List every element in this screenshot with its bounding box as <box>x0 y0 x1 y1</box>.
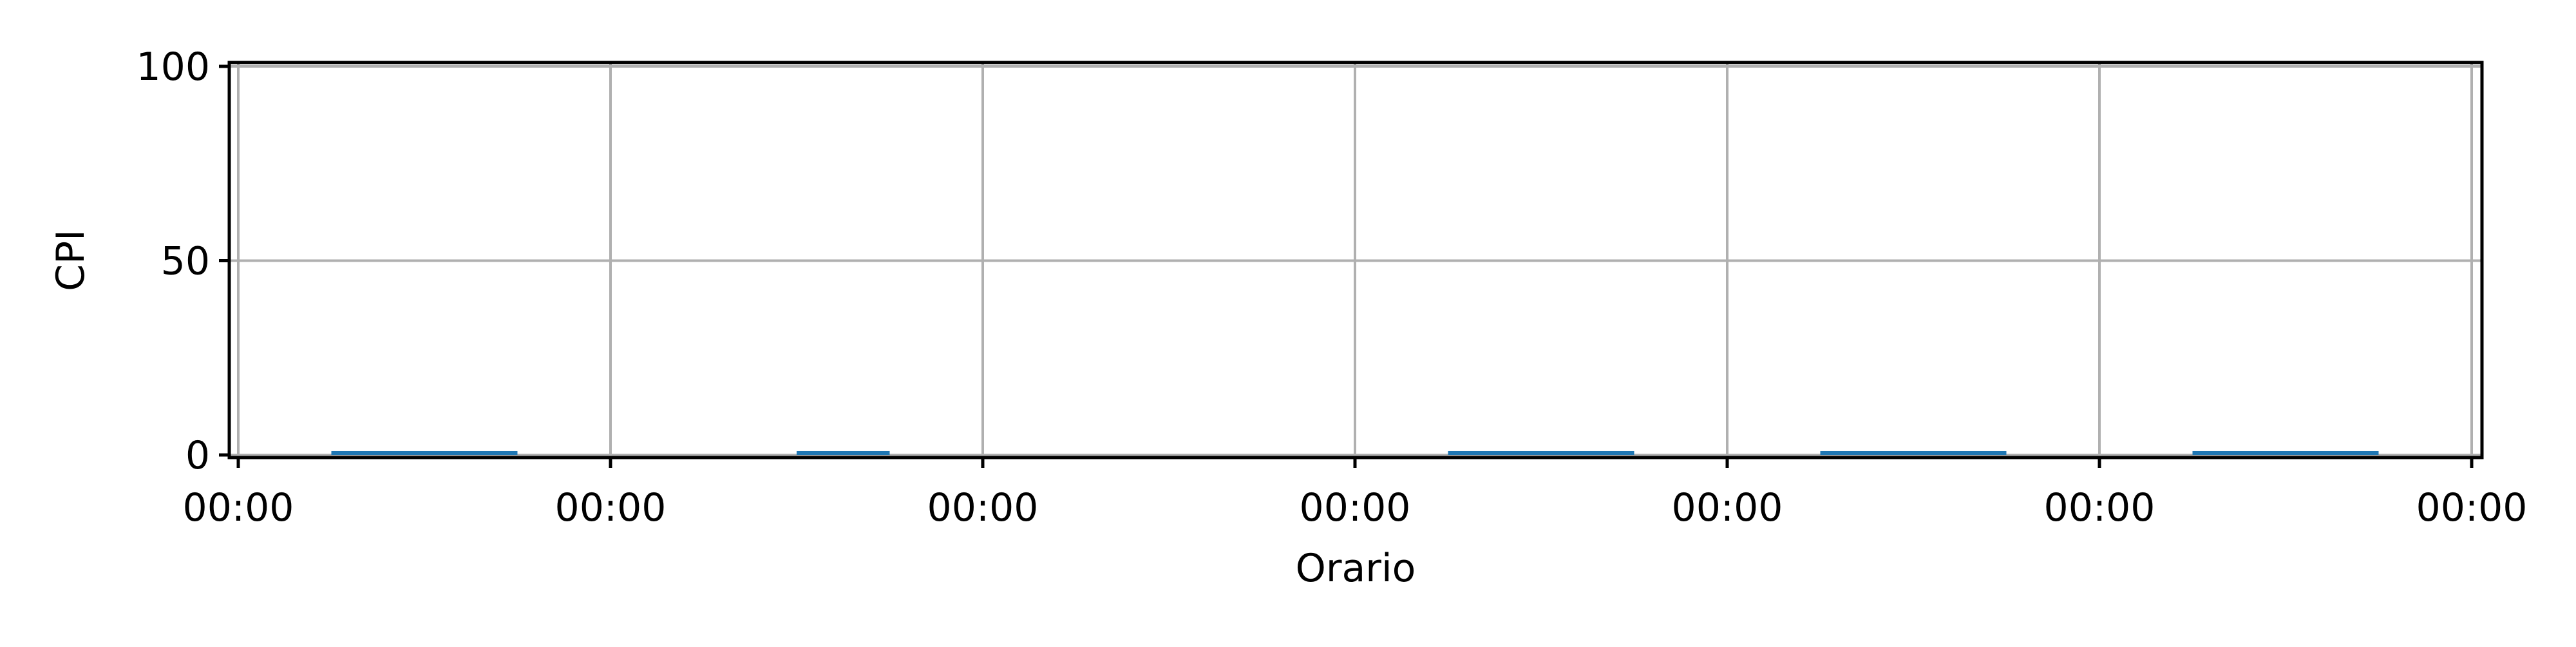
x-axis-label: Orario <box>1296 546 1416 591</box>
x-tick-label: 00:00 <box>1300 485 1411 530</box>
ticks: 0 50 100 00:00 00:00 00:00 00:00 00:00 00:00 00:0… <box>136 44 2527 530</box>
bar-5 <box>2192 450 2379 455</box>
x-tick-label: 00:00 <box>183 485 294 530</box>
y-tick-label: 100 <box>136 44 210 90</box>
x-tick-label: 00:00 <box>1672 485 1783 530</box>
x-tick-label: 00:00 <box>2044 485 2155 530</box>
bar-series <box>331 450 2379 455</box>
bar-3 <box>1448 450 1634 455</box>
x-tick-label: 00:00 <box>555 485 667 530</box>
y-axis-label: CPI <box>48 229 93 291</box>
y-tick-label: 50 <box>161 239 210 284</box>
grid <box>229 63 2482 458</box>
x-tick-label: 00:00 <box>927 485 1039 530</box>
bar-4 <box>1820 450 2007 455</box>
bar-2 <box>797 450 890 455</box>
x-tick-label: 00:00 <box>2416 485 2528 530</box>
bar-1 <box>331 450 518 455</box>
y-tick-label: 0 <box>185 433 210 478</box>
